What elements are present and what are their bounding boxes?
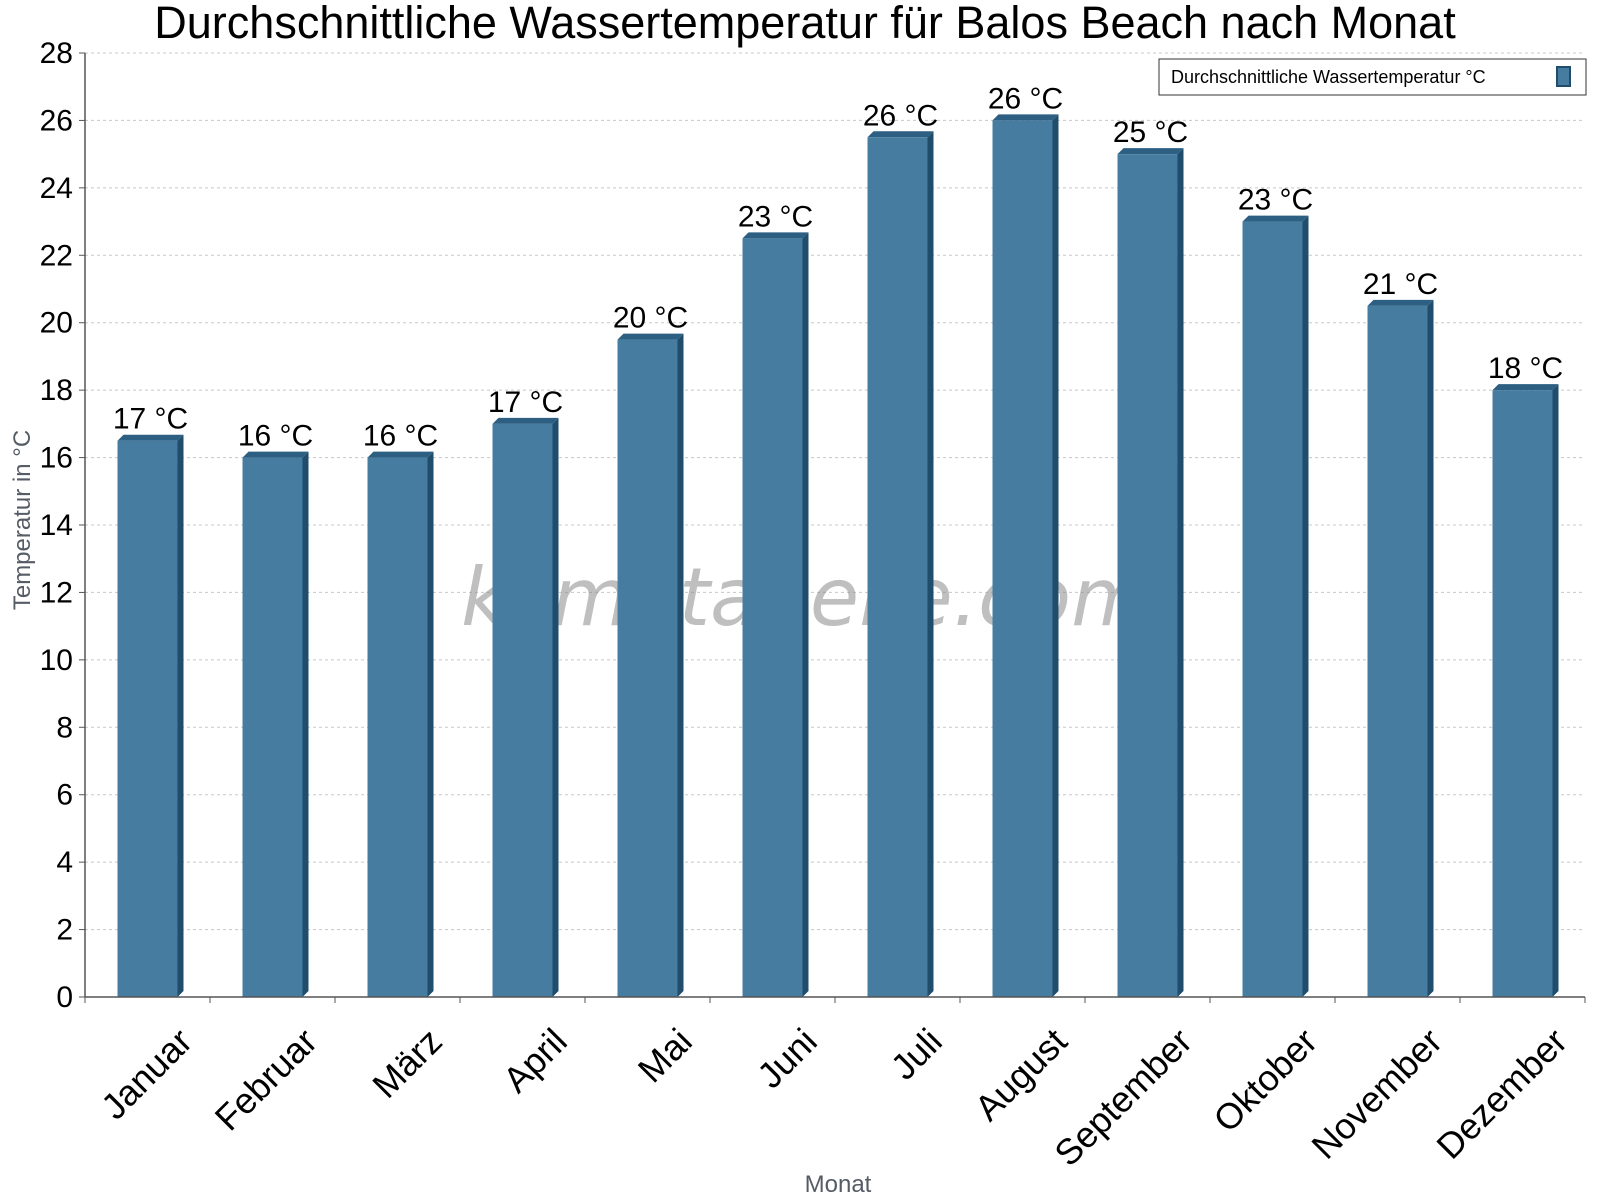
bar-top: [992, 114, 1059, 121]
bar-side: [177, 434, 184, 997]
y-tick-label: 4: [56, 846, 73, 879]
bar-top: [492, 417, 559, 424]
bar: [617, 339, 678, 998]
bar: [492, 423, 553, 997]
data-labels: 17 °C 16 °C 16 °C 17 °C 20 °C 23 °C 26 °C 26 °C…: [113, 82, 1563, 452]
x-tick-label: Oktober: [1205, 1020, 1325, 1140]
x-axis-title: Monat: [805, 1171, 872, 1198]
x-tick-label: August: [967, 1020, 1075, 1128]
x-tick-label: Juni: [749, 1020, 825, 1096]
bar-side: [802, 232, 809, 997]
data-label: 23 °C: [738, 200, 813, 233]
data-label: 25 °C: [1113, 116, 1188, 149]
bar-side: [1177, 148, 1184, 998]
y-tick-label: 24: [40, 172, 73, 205]
y-tick-label: 20: [40, 307, 73, 340]
bar-side: [677, 333, 684, 998]
data-label: 16 °C: [363, 420, 438, 453]
x-tick-label: September: [1046, 1020, 1200, 1174]
data-label: 26 °C: [863, 99, 938, 132]
data-label: 18 °C: [1488, 352, 1563, 385]
bar-side: [1552, 384, 1559, 998]
y-tick-label: 22: [40, 239, 73, 272]
y-tick-label: 6: [56, 779, 73, 812]
bar-side: [1052, 114, 1059, 997]
bar-top: [1492, 384, 1559, 391]
y-tick-label: 8: [56, 711, 73, 744]
y-tick-label: 0: [56, 981, 73, 1014]
y-tick-label: 2: [56, 914, 73, 947]
bar: [117, 440, 178, 997]
bar-top: [617, 333, 684, 340]
x-tick-label: Februar: [207, 1020, 325, 1138]
bar: [867, 137, 928, 998]
data-label: 21 °C: [1363, 268, 1438, 301]
bar-top: [242, 451, 309, 458]
y-tick-label: 18: [40, 374, 73, 407]
bar-side: [927, 131, 934, 998]
bar: [992, 120, 1053, 997]
y-tick-label: 28: [40, 37, 73, 70]
x-tick-label: Mai: [630, 1020, 700, 1090]
data-label: 23 °C: [1238, 184, 1313, 217]
data-label: 20 °C: [613, 302, 688, 335]
x-tick-label: Januar: [93, 1020, 200, 1127]
bar: [1492, 390, 1553, 998]
bar: [367, 457, 428, 998]
bar: [742, 238, 803, 997]
data-label: 17 °C: [488, 386, 563, 419]
bar-top: [1242, 215, 1309, 222]
bar: [242, 457, 303, 998]
bar: [1242, 221, 1303, 998]
bar-top: [117, 434, 184, 441]
y-axis-title: Temperatur in °C: [9, 430, 36, 610]
bar-side: [552, 417, 559, 997]
data-label: 17 °C: [113, 403, 188, 436]
data-label: 26 °C: [988, 82, 1063, 115]
y-tick-label: 26: [40, 104, 73, 137]
x-tick-label: Juli: [883, 1020, 950, 1087]
bar-side: [302, 451, 309, 998]
y-tick-label: 10: [40, 644, 73, 677]
legend-box: [1158, 58, 1587, 96]
x-tick-label: Dezember: [1428, 1020, 1574, 1166]
y-tick-label: 16: [40, 442, 73, 475]
legend: Durchschnittliche Wassertemperatur °C: [1158, 58, 1587, 96]
bar-top: [1117, 148, 1184, 155]
legend-swatch: [1556, 66, 1571, 87]
bar-top: [1367, 299, 1434, 306]
x-tick-label: April: [495, 1020, 575, 1100]
bar: [1117, 154, 1178, 998]
bar-side: [1302, 215, 1309, 998]
bar: [1367, 305, 1428, 997]
bar-top: [742, 232, 809, 239]
bar-top: [867, 131, 934, 138]
y-tick-label: 12: [40, 576, 73, 609]
bar-top: [367, 451, 434, 458]
bars: [117, 114, 1559, 998]
legend-label: Durchschnittliche Wassertemperatur °C: [1171, 67, 1486, 87]
bar-side: [427, 451, 434, 998]
y-tick-label: 14: [40, 509, 73, 542]
data-label: 16 °C: [238, 420, 313, 453]
chart-title: Durchschnittliche Wassertemperatur für B…: [154, 0, 1456, 48]
x-tick-label: November: [1303, 1020, 1449, 1166]
x-tick-label: März: [364, 1020, 450, 1106]
bar-side: [1427, 299, 1434, 997]
grid-lines: [85, 52, 1585, 931]
